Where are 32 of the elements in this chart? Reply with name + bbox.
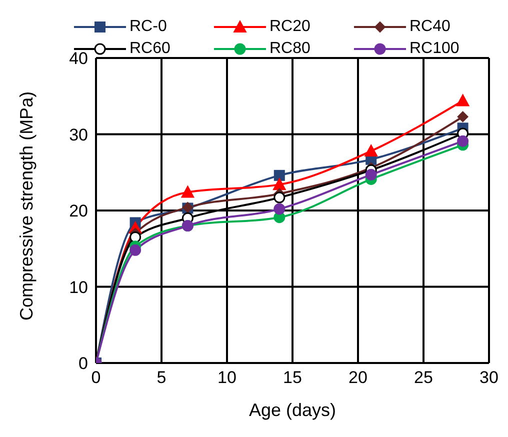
- y-tick-label: 10: [69, 278, 88, 297]
- legend-label: RC60: [130, 40, 170, 58]
- point: [130, 244, 142, 256]
- legend-label: RC20: [270, 18, 310, 36]
- x-tick-label: 10: [218, 368, 236, 388]
- point: [181, 186, 194, 198]
- point: [456, 94, 470, 106]
- y-tick-label: 20: [69, 202, 88, 221]
- y-tick-label: 0: [78, 354, 88, 374]
- point: [457, 135, 469, 147]
- x-tick-label: 15: [283, 368, 302, 388]
- legend-label: RC100: [410, 40, 460, 58]
- point: [364, 144, 378, 157]
- y-tick-label: 30: [69, 125, 88, 144]
- y-axis-title: Compressive strength (MPa): [16, 91, 36, 320]
- y-tick-label: 40: [69, 49, 88, 68]
- point: [365, 168, 377, 180]
- x-tick-label: 25: [414, 368, 433, 388]
- point: [457, 111, 468, 122]
- x-tick-label: 30: [480, 368, 498, 388]
- legend-label: RC80: [270, 40, 310, 58]
- x-axis-title: Age (days): [248, 400, 336, 420]
- point: [274, 203, 286, 215]
- point: [274, 192, 286, 204]
- point: [272, 178, 286, 190]
- x-tick-label: 20: [348, 368, 368, 388]
- legend-label: RC40: [410, 18, 450, 36]
- point: [274, 170, 285, 181]
- legend-label: RC-0: [130, 18, 167, 36]
- x-tick-label: 0: [91, 368, 101, 388]
- x-tick-label: 5: [156, 368, 166, 388]
- point: [130, 231, 142, 243]
